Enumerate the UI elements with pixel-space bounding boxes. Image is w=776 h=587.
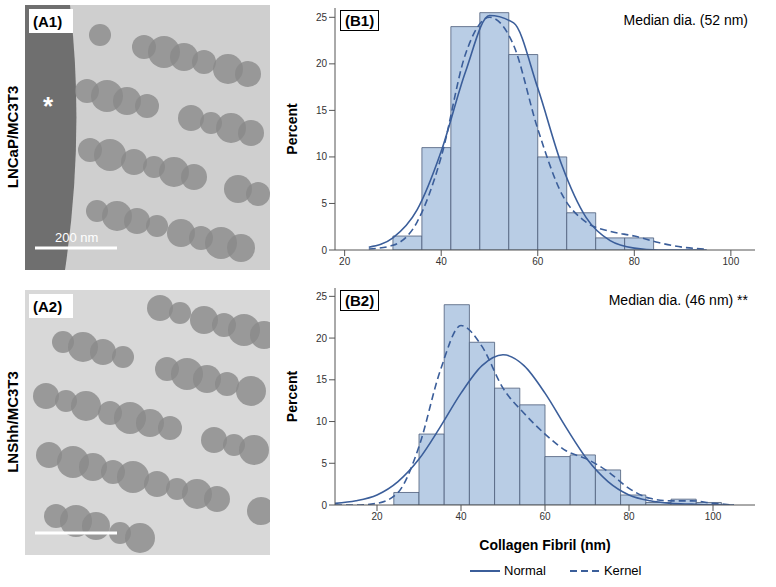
svg-text:10: 10 <box>316 151 328 162</box>
svg-text:200 nm: 200 nm <box>55 230 98 245</box>
svg-text:20: 20 <box>316 333 328 344</box>
svg-text:*: * <box>43 91 54 121</box>
svg-text:20: 20 <box>339 256 351 267</box>
svg-text:(A2): (A2) <box>33 298 62 315</box>
svg-text:0: 0 <box>321 245 327 256</box>
svg-text:100: 100 <box>705 511 722 522</box>
html-text:LNCaP/MC3T3: LNCaP/MC3T3 <box>3 85 21 189</box>
svg-text:15: 15 <box>316 374 328 385</box>
svg-text:5: 5 <box>321 458 327 469</box>
svg-text:15: 15 <box>316 105 328 116</box>
svg-text:20: 20 <box>371 511 383 522</box>
svg-text:100: 100 <box>723 256 740 267</box>
html-text:(B1): (B1) <box>345 12 375 29</box>
svg-text:60: 60 <box>539 511 551 522</box>
html-text:(B2): (B2) <box>345 292 375 309</box>
svg-text:10: 10 <box>316 416 328 427</box>
svg-text:5: 5 <box>321 198 327 209</box>
svg-text:0: 0 <box>321 500 327 511</box>
svg-text:40: 40 <box>436 256 448 267</box>
svg-text:25: 25 <box>316 12 328 23</box>
svg-text:80: 80 <box>629 256 641 267</box>
svg-text:Collagen Fibril (nm): Collagen Fibril (nm) <box>479 537 610 553</box>
svg-text:(A1): (A1) <box>33 13 62 30</box>
html-text:Median dia. (52 nm): Median dia. (52 nm) <box>623 12 748 28</box>
svg-text:20: 20 <box>316 58 328 69</box>
html-text:LNShh/MC3T3: LNShh/MC3T3 <box>3 371 21 473</box>
svg-text:80: 80 <box>623 511 635 522</box>
html-text:Median dia. (46 nm) **: Median dia. (46 nm) ** <box>608 292 748 308</box>
html-text:Kernel: Kernel <box>603 563 642 578</box>
svg-text:Percent: Percent <box>284 370 300 422</box>
svg-text:25: 25 <box>316 291 328 302</box>
svg-text:Percent: Percent <box>284 103 300 155</box>
svg-text:60: 60 <box>532 256 544 267</box>
html-text:Normal: Normal <box>504 563 546 578</box>
svg-text:40: 40 <box>455 511 467 522</box>
